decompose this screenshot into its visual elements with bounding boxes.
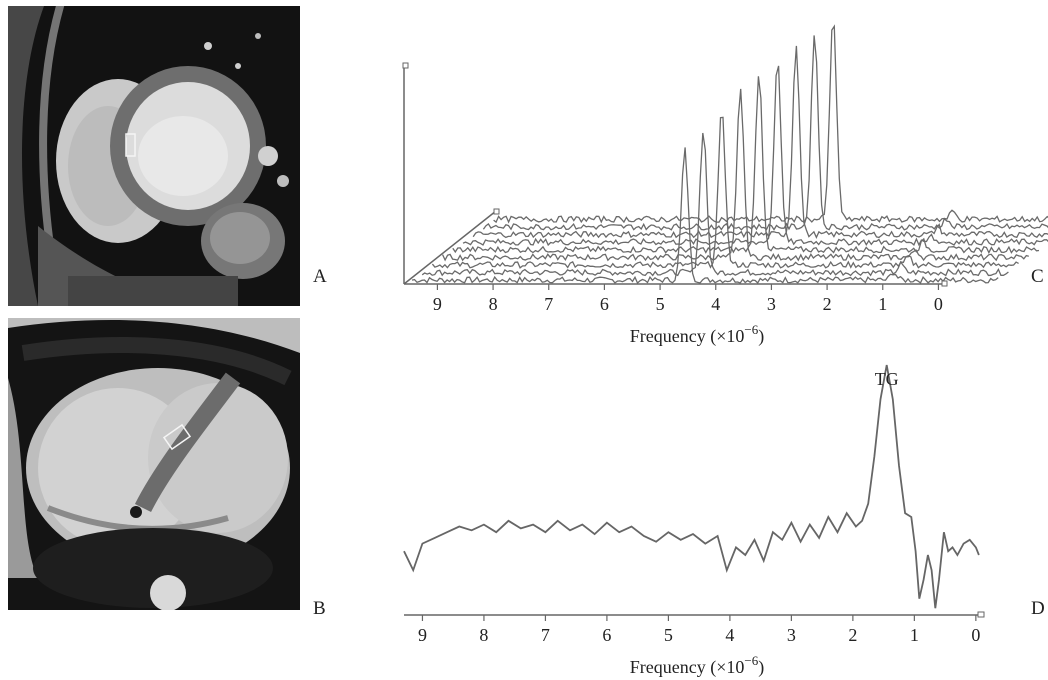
- d-x-tick-label: 2: [848, 625, 857, 645]
- mri-four-chamber-drawing: [8, 318, 300, 610]
- mri-short-axis-image: [8, 6, 300, 306]
- stacked-spectrum-series: [462, 65, 1048, 247]
- mri-four-chamber-image: [8, 318, 300, 610]
- c-x-ticks: 9 8 7 6 5 4 3 2 1 0: [433, 284, 943, 314]
- panel-label-b: B: [313, 598, 326, 619]
- c-x-tick-label: 1: [878, 294, 887, 314]
- stacked-spectrum-series: [431, 116, 1019, 269]
- stacked-spectrum-series: [472, 45, 1048, 239]
- d-x-axis-end-marker: [977, 611, 985, 618]
- c-x-tick-label: 7: [544, 294, 553, 314]
- stacked-spectrum-series: [411, 147, 999, 285]
- panel-label-a: A: [313, 266, 327, 287]
- c-x-tick-label: 2: [823, 294, 832, 314]
- stacked-spectrum-series: [452, 76, 1040, 255]
- d-x-axis-title: Frequency (×10−6): [630, 653, 764, 678]
- d-x-tick-label: 0: [971, 625, 980, 645]
- d-x-tick-label: 4: [725, 625, 734, 645]
- c-x-tick-label: 8: [489, 294, 498, 314]
- d-x-tick-label: 8: [479, 625, 488, 645]
- d-x-ticks: 9 8 7 6 5 4 3 2 1 0: [418, 615, 980, 645]
- mri-short-axis-drawing: [8, 6, 300, 306]
- c-x-axis-title: Frequency (×10−6): [630, 322, 764, 347]
- c-depth-axis-end-marker: [493, 208, 500, 215]
- d-x-tick-label: 9: [418, 625, 427, 645]
- c-x-tick-label: 3: [767, 294, 776, 314]
- c-x-tick-label: 9: [433, 294, 442, 314]
- d-x-tick-label: 3: [787, 625, 796, 645]
- c-x-tick-label: 0: [934, 294, 943, 314]
- d-x-tick-label: 1: [910, 625, 919, 645]
- stacked-spectrum-series: [482, 35, 1048, 231]
- c-x-tick-label: 6: [600, 294, 609, 314]
- c-axis-end-marker: [402, 62, 409, 69]
- panel-label-d: D: [1031, 598, 1045, 619]
- stacked-spectrum-series: [421, 132, 1009, 277]
- stacked-spectrum-series: [442, 88, 1029, 262]
- c-x-tick-label: 5: [656, 294, 665, 314]
- stacked-spectrum-series: [493, 24, 1048, 224]
- tg-peak-label: TG: [875, 369, 899, 389]
- d-x-tick-label: 5: [664, 625, 673, 645]
- c-x-tick-label: 4: [711, 294, 720, 314]
- stacked-spectra-lines: [411, 24, 1048, 285]
- stacked-spectra-chart: 9 8 7 6 5 4 3 2 1 0 Frequency (×10−6): [402, 24, 1048, 347]
- c-x-axis-end-marker: [941, 280, 948, 287]
- d-x-tick-label: 6: [602, 625, 611, 645]
- tg-spectrum-line: [403, 364, 980, 609]
- d-x-tick-label: 7: [541, 625, 550, 645]
- c-depth-axis: [403, 210, 497, 285]
- panel-label-c: C: [1031, 266, 1044, 287]
